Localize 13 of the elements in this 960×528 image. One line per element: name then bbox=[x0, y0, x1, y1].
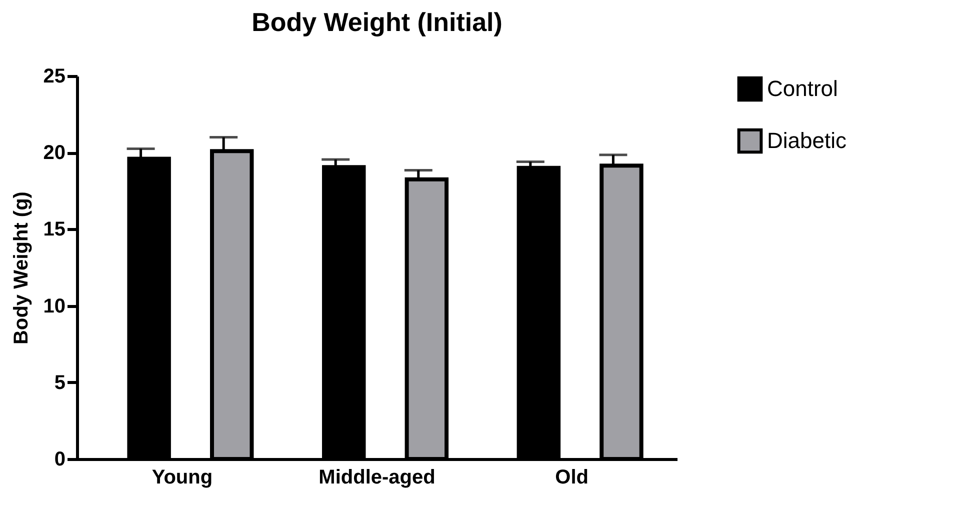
y-tick-label: 20 bbox=[43, 142, 66, 164]
y-tick-label: 10 bbox=[43, 295, 66, 318]
y-tick-label: 15 bbox=[43, 218, 66, 241]
y-tick-label: 0 bbox=[54, 448, 66, 470]
y-axis-title: Body Weight (g) bbox=[10, 192, 32, 344]
x-tick-label: Young bbox=[152, 466, 213, 488]
legend-label: Control bbox=[767, 76, 838, 101]
y-tick-label: 25 bbox=[43, 66, 66, 88]
y-tick-label: 5 bbox=[54, 372, 66, 394]
chart-title: Body Weight (Initial) bbox=[252, 7, 502, 37]
legend-label: Diabetic bbox=[767, 128, 846, 153]
x-tick-label: Middle-aged bbox=[318, 466, 436, 488]
x-tick-label: Old bbox=[555, 466, 588, 488]
